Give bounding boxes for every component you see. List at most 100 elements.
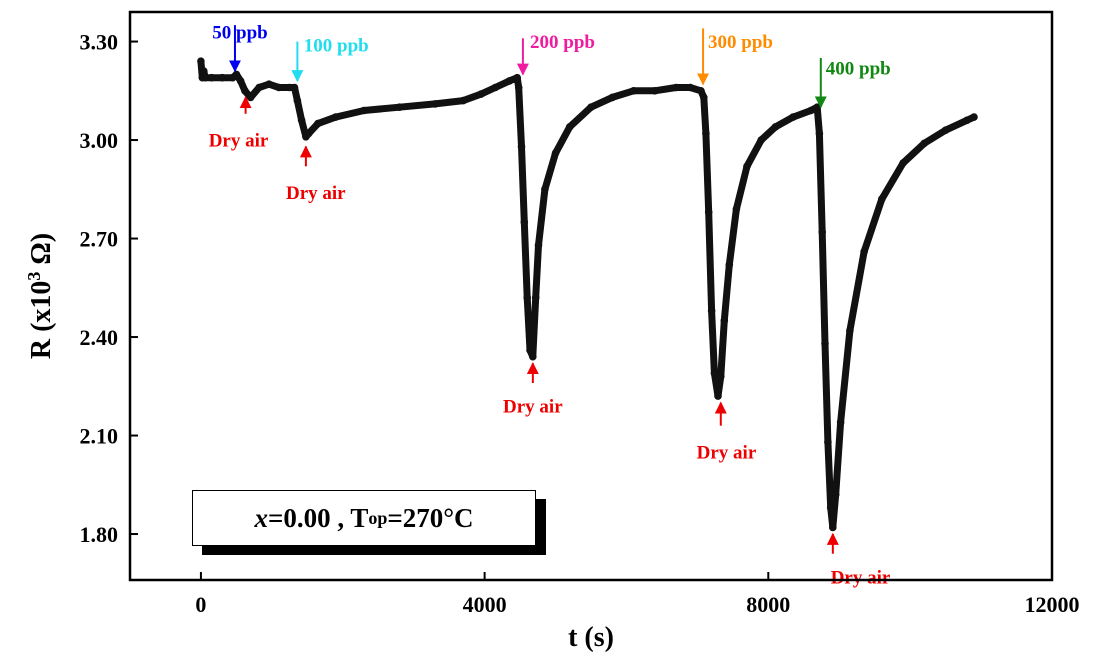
data-point bbox=[700, 93, 708, 102]
data-point bbox=[629, 87, 638, 95]
y-tick-label: 3.30 bbox=[80, 30, 119, 55]
data-point bbox=[732, 205, 741, 213]
y-tick-label: 2.40 bbox=[80, 325, 119, 350]
data-point bbox=[304, 129, 313, 138]
annotations: 50 ppb 100 ppb 200 ppb 300 ppb 400 ppb Dry ai… bbox=[209, 22, 891, 588]
data-point bbox=[651, 87, 659, 95]
data-point bbox=[821, 339, 829, 348]
data-point bbox=[197, 57, 205, 65]
data-point bbox=[529, 352, 537, 361]
data-point bbox=[565, 123, 574, 131]
data-point bbox=[241, 87, 249, 95]
data-point bbox=[505, 77, 514, 85]
annotation-label: Dry air bbox=[286, 183, 346, 204]
data-point bbox=[702, 129, 710, 138]
resistance-series-line bbox=[197, 57, 978, 531]
data-point bbox=[608, 93, 617, 102]
annotation-label: 200 ppb bbox=[530, 32, 595, 53]
annotation-label: 300 ppb bbox=[708, 32, 773, 53]
y-tick-label: 2.10 bbox=[80, 424, 119, 449]
data-point bbox=[846, 326, 854, 335]
data-point bbox=[477, 90, 485, 98]
data-point bbox=[710, 369, 719, 378]
data-point bbox=[743, 162, 751, 171]
y-tick-label: 3.00 bbox=[80, 128, 119, 153]
data-point bbox=[514, 83, 523, 92]
data-point bbox=[815, 129, 824, 138]
data-point bbox=[314, 119, 322, 128]
y-tick-label: 1.80 bbox=[80, 522, 119, 547]
data-point bbox=[807, 106, 815, 115]
data-point bbox=[459, 96, 468, 105]
data-point bbox=[941, 126, 950, 134]
data-point bbox=[717, 372, 725, 381]
annotation-label: Dry air bbox=[697, 443, 757, 464]
data-point bbox=[826, 504, 835, 512]
condition-subscript: op bbox=[368, 507, 388, 528]
data-point bbox=[818, 228, 826, 236]
data-point bbox=[587, 103, 595, 111]
x-tick-label: 12000 bbox=[1025, 592, 1080, 617]
data-point bbox=[290, 83, 299, 92]
data-point bbox=[672, 83, 680, 92]
x-tick-label: 8000 bbox=[746, 592, 790, 617]
data-point bbox=[207, 73, 216, 82]
y-axis-title-main: R (x10 bbox=[26, 281, 57, 360]
annotation-label: Dry air bbox=[209, 131, 269, 152]
data-point bbox=[899, 159, 907, 167]
data-point bbox=[236, 77, 245, 85]
data-point bbox=[201, 73, 209, 82]
data-point bbox=[331, 113, 340, 121]
data-point bbox=[720, 316, 729, 325]
data-point bbox=[714, 392, 722, 400]
data-point bbox=[395, 103, 404, 111]
data-point bbox=[757, 136, 765, 144]
y-axis-title-sup: 3 bbox=[24, 272, 44, 281]
plot-frame bbox=[128, 10, 1054, 582]
annotation-label: 50 ppb bbox=[212, 22, 267, 43]
data-point bbox=[860, 247, 868, 256]
annotation-label: Dry air bbox=[831, 567, 891, 588]
data-point bbox=[824, 438, 832, 446]
data-point bbox=[697, 87, 705, 95]
data-point bbox=[831, 490, 840, 499]
annotation-label: Dry air bbox=[503, 397, 563, 418]
condition-x-symbol: x bbox=[254, 502, 268, 533]
data-point bbox=[246, 93, 255, 102]
condition-x-value: =0.00 , T bbox=[267, 502, 369, 533]
annotation-label: 100 ppb bbox=[304, 35, 369, 56]
data-point bbox=[707, 307, 716, 315]
data-point bbox=[704, 208, 713, 217]
data-point bbox=[491, 83, 500, 92]
data-point bbox=[878, 195, 886, 203]
data-point bbox=[255, 83, 263, 92]
data-point bbox=[836, 418, 845, 427]
data-point bbox=[513, 73, 521, 82]
data-series bbox=[197, 57, 978, 532]
axis-ticks: 0 4000 8000 12000 1.80 2.10 2.40 2.70 3.00 3.30 bbox=[80, 30, 1080, 617]
data-point bbox=[970, 113, 978, 121]
data-point bbox=[360, 106, 368, 115]
data-point bbox=[771, 123, 780, 131]
data-point bbox=[520, 218, 529, 226]
data-point bbox=[232, 70, 241, 79]
data-point bbox=[297, 116, 306, 125]
y-axis-title: R (x103 Ω) bbox=[24, 233, 57, 359]
annotation-label: 400 ppb bbox=[826, 58, 891, 79]
x-tick-label: 4000 bbox=[463, 592, 507, 617]
data-point bbox=[526, 346, 534, 355]
x-axis-title: t (s) bbox=[568, 622, 614, 653]
data-point bbox=[686, 83, 695, 92]
data-point bbox=[218, 73, 226, 82]
y-tick-label: 2.70 bbox=[80, 227, 119, 252]
data-point bbox=[534, 241, 543, 249]
data-point bbox=[523, 293, 531, 302]
data-point bbox=[725, 261, 734, 269]
data-point bbox=[293, 96, 302, 105]
data-point bbox=[517, 142, 526, 151]
data-point bbox=[431, 100, 439, 108]
data-point bbox=[920, 139, 929, 148]
condition-temperature: =270°C bbox=[387, 502, 474, 533]
